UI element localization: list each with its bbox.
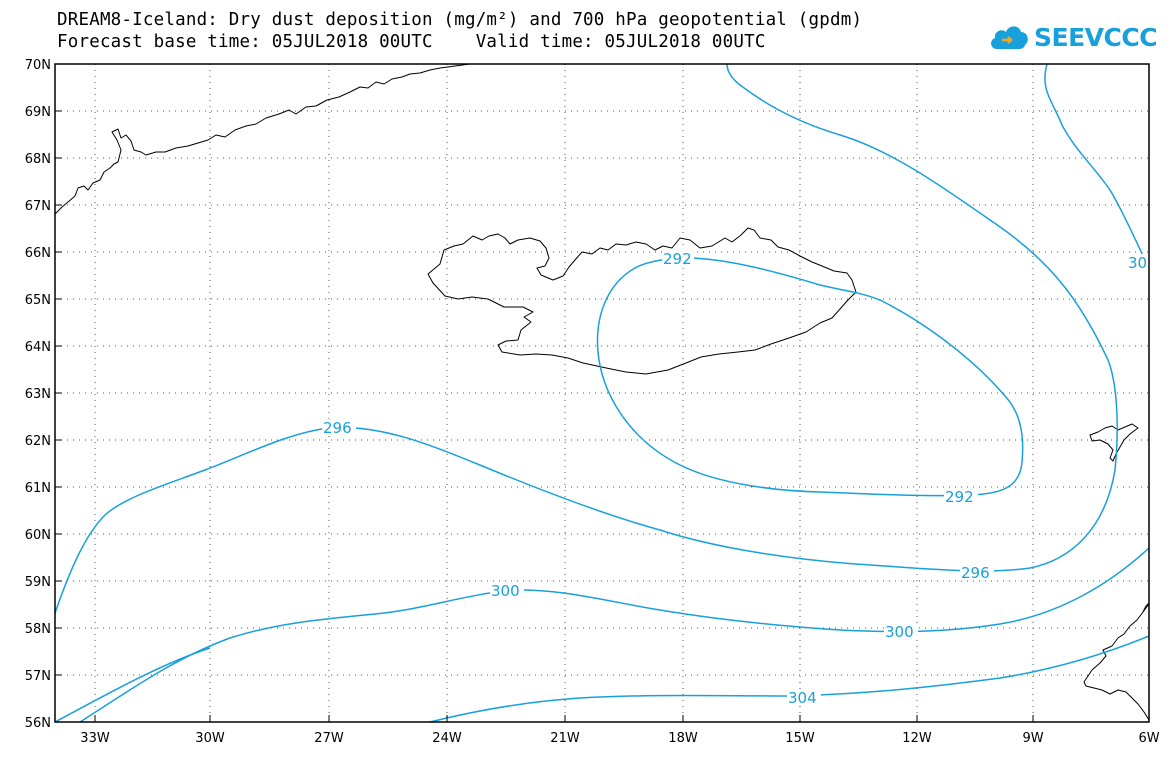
logo-text: SEEVCCC xyxy=(1034,22,1158,52)
faroe-islands-coast xyxy=(1089,423,1139,462)
contour-300 xyxy=(79,547,1150,723)
lat-label: 60N xyxy=(25,528,51,543)
greenland-coast xyxy=(54,63,471,215)
lon-label: 9W xyxy=(1022,731,1043,746)
cloud-icon xyxy=(991,26,1028,49)
lat-label: 65N xyxy=(25,293,51,308)
lon-label: 12W xyxy=(902,731,932,746)
lat-label: 61N xyxy=(25,481,51,496)
map-title: DREAM8-Iceland: Dry dust deposition (mg/… xyxy=(57,10,863,30)
longitude-labels: 33W 30W 27W 24W 21W 18W 15W 12W 9W 6W xyxy=(80,731,1159,746)
contour-label-300-partial: 30 xyxy=(1128,254,1147,272)
lon-label: 27W xyxy=(314,731,344,746)
shetland-coast xyxy=(1142,602,1150,613)
scotland-coast xyxy=(1083,603,1150,721)
lon-label: 21W xyxy=(550,731,580,746)
contour-label-296: 296 xyxy=(323,419,352,437)
contour-300-east xyxy=(1044,63,1150,269)
lat-label: 59N xyxy=(25,575,51,590)
lon-label: 15W xyxy=(785,731,815,746)
contour-label-304: 304 xyxy=(788,689,817,707)
contour-labels: 292 292 296 296 300 300 304 30 xyxy=(322,250,1149,707)
lat-label: 56N xyxy=(25,716,51,731)
lat-label: 62N xyxy=(25,434,51,449)
forecast-time-line: Forecast base time: 05JUL2018 00UTC Vali… xyxy=(57,32,766,52)
tick-marks xyxy=(55,63,1034,722)
lon-label: 6W xyxy=(1138,731,1159,746)
lat-label: 58N xyxy=(25,622,51,637)
contour-label-300: 300 xyxy=(885,623,914,641)
lat-label: 63N xyxy=(25,387,51,402)
contour-304 xyxy=(54,635,1150,723)
contour-296-south xyxy=(54,63,1118,614)
contour-292 xyxy=(596,257,1024,497)
lat-label: 68N xyxy=(25,152,51,167)
coastlines xyxy=(54,63,1150,721)
lat-label: 69N xyxy=(25,105,51,120)
contour-label-300: 300 xyxy=(491,582,520,600)
seevccc-logo: SEEVCCC xyxy=(988,17,1158,57)
lat-label: 67N xyxy=(25,199,51,214)
lon-label: 33W xyxy=(80,731,110,746)
contour-label-296: 296 xyxy=(961,564,990,582)
contour-label-292: 292 xyxy=(663,250,692,268)
lon-label: 30W xyxy=(195,731,225,746)
lat-label: 66N xyxy=(25,246,51,261)
lat-label: 64N xyxy=(25,340,51,355)
latitude-labels: 70N 69N 68N 67N 66N 65N 64N 63N 62N 61N … xyxy=(25,58,51,731)
lat-label: 70N xyxy=(25,58,51,73)
geopotential-contours xyxy=(54,63,1150,723)
lon-label: 18W xyxy=(668,731,698,746)
grid-lines xyxy=(55,64,1149,722)
lat-label: 57N xyxy=(25,669,51,684)
contour-label-292: 292 xyxy=(945,488,974,506)
lon-label: 24W xyxy=(432,731,462,746)
iceland-coast xyxy=(427,227,857,375)
